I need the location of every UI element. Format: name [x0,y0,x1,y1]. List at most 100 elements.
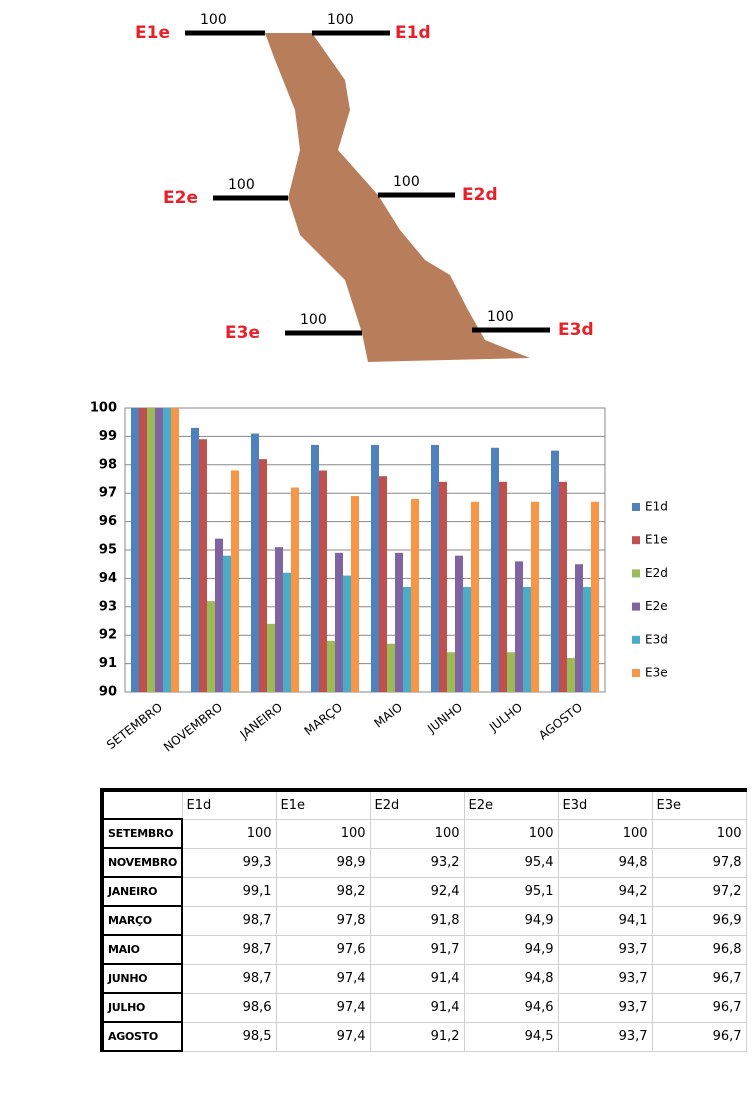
value-cell: 97,8 [651,847,747,878]
value-cell: 94,9 [463,934,559,965]
y-tick-label: 99 [99,429,117,444]
bar [343,575,351,692]
row-label: JULHO [100,992,184,1023]
value-cell: 96,7 [651,1021,747,1052]
row-label: NOVEMBRO [100,847,184,878]
section-value: 100 [327,12,354,28]
bar [207,601,215,692]
section-name: E3d [558,320,594,340]
bar [351,496,359,692]
value-cell: 95,1 [463,876,559,907]
bar [199,439,207,692]
bar [171,408,179,692]
value-cell: 93,7 [557,992,653,1023]
bar [335,552,343,692]
y-tick-label: 100 [90,401,117,416]
row-label: MARÇO [100,905,184,936]
bar [395,552,403,692]
value-cell: 98,2 [275,876,371,907]
bar [267,623,275,692]
legend-label: E3d [645,632,668,646]
bar [191,427,199,692]
bar [507,652,515,692]
bar [471,501,479,692]
value-cell: 96,7 [651,963,747,994]
bar [583,586,591,692]
table-row: SETEMBRO 100 100 100 100 100 100 [100,818,747,849]
y-tick-label: 90 [99,685,117,700]
bar [327,640,335,692]
value-cell: 93,7 [557,963,653,994]
y-tick-label: 95 [99,543,117,558]
bar [259,459,267,692]
legend-swatch [632,503,640,511]
value-cell: 100 [181,818,277,849]
row-label: AGOSTO [100,1021,184,1052]
row-label: SETEMBRO [100,818,184,849]
value-cell: 99,1 [181,876,277,907]
legend-label: E1d [645,500,668,514]
bar [463,586,471,692]
value-cell: 99,3 [181,847,277,878]
value-cell: 91,2 [369,1021,465,1052]
value-cell: 94,1 [557,905,653,936]
value-cell: 97,4 [275,992,371,1023]
bar [371,444,379,692]
value-cell: 91,8 [369,905,465,936]
value-cell: 98,7 [181,963,277,994]
x-tick-label: SETEMBRO [104,700,165,752]
value-cell: 96,9 [651,905,747,936]
legend-swatch [632,669,640,677]
column-header: E2e [463,789,559,820]
column-header: E2d [369,789,465,820]
bar [411,498,419,692]
bar [283,572,291,692]
section-name: E1d [395,23,431,43]
bar [575,564,583,692]
legend-swatch [632,536,640,545]
bar [515,561,523,692]
canvas: E1e 100 E1d 100 E2e 100 E2d 100 E3e 100 E3d 100 90 91… [90,12,668,754]
x-tick-label: JUNHO [424,700,465,736]
bar [439,481,447,692]
section-name: E1e [135,23,170,43]
bar [591,501,599,692]
table-row: MARÇO 98,7 97,8 91,8 94,9 94,1 96,9 [100,905,747,936]
column-header: E3d [557,789,653,820]
header-row: E1d E1e E2d E2e E3d E3e [101,789,747,820]
column-header: E1d [181,789,277,820]
x-tick-label: MARÇO [302,700,345,738]
table-row: NOVEMBRO 99,3 98,9 93,2 95,4 94,8 97,8 [100,847,747,878]
bar [215,538,223,692]
bar [379,476,387,692]
table-row: JULHO 98,6 97,4 91,4 94,6 93,7 96,7 [100,992,747,1023]
bar [403,586,411,692]
bar [319,470,327,692]
y-tick-label: 91 [99,656,117,671]
table-row: JUNHO 98,7 97,4 91,4 94,8 93,7 96,7 [100,963,747,994]
value-cell: 97,2 [651,876,747,907]
bar [231,470,239,692]
value-cell: 98,9 [275,847,371,878]
value-cell: 98,6 [181,992,277,1023]
value-cell: 100 [463,818,559,849]
table-row: JANEIRO 99,1 98,2 92,4 95,1 94,2 97,2 [100,876,747,907]
bar [567,657,575,692]
value-cell: 100 [651,818,747,849]
value-cell: 93,2 [369,847,465,878]
row-label: MAIO [100,934,184,965]
value-cell: 91,4 [369,992,465,1023]
row-label: JUNHO [100,963,184,994]
x-tick-label: AGOSTO [536,700,585,743]
y-tick-label: 96 [99,514,117,529]
value-cell: 94,6 [463,992,559,1023]
value-cell: 98,7 [181,905,277,936]
value-cell: 98,5 [181,1021,277,1052]
section-name: E2d [462,185,498,205]
value-cell: 97,4 [275,963,371,994]
value-cell: 97,8 [275,905,371,936]
section-value: 100 [487,309,514,325]
bar [147,408,155,692]
legend-label: E2e [645,599,668,613]
bar [163,408,171,692]
